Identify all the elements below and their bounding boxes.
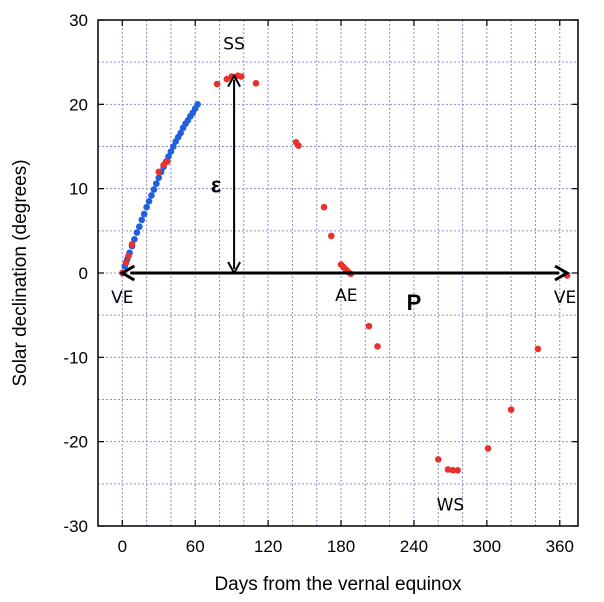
obliquity-arrowhead-top xyxy=(227,73,241,88)
data-point xyxy=(365,322,373,330)
data-point xyxy=(148,192,155,199)
data-point xyxy=(252,79,260,87)
annotation-ve-right: VE xyxy=(554,288,576,308)
tick-labels: 0 60 120 180 240 300 360 -30 -20 -10 0 10 20 30 xyxy=(63,11,574,556)
obliquity-arrowhead-bottom xyxy=(227,261,241,276)
annotation-period: P xyxy=(407,290,422,315)
x-tick-label: 360 xyxy=(546,537,574,556)
data-point xyxy=(238,73,245,80)
data-point xyxy=(138,216,146,224)
y-axis-title: Solar declination (degrees) xyxy=(10,159,31,386)
data-point xyxy=(155,168,163,176)
data-point xyxy=(170,143,177,150)
data-point xyxy=(133,229,141,236)
data-point xyxy=(177,129,184,137)
data-point xyxy=(454,467,461,474)
data-point xyxy=(534,345,542,353)
data-point xyxy=(320,203,328,211)
data-point xyxy=(140,210,148,218)
annotation-ss: SS xyxy=(223,35,245,55)
y-tick-label: 30 xyxy=(69,11,88,30)
data-point xyxy=(150,186,158,193)
data-point xyxy=(328,232,335,240)
y-tick-label: 0 xyxy=(79,264,88,283)
data-point xyxy=(167,148,175,155)
data-point xyxy=(153,180,160,187)
annotation-ae: AE xyxy=(335,286,357,306)
data-point xyxy=(507,406,515,413)
annotation-epsilon: ε xyxy=(211,172,222,197)
x-tick-label: 240 xyxy=(400,537,428,556)
y-tick-label: -20 xyxy=(63,433,88,452)
data-point xyxy=(194,101,201,108)
period-arrowhead-right xyxy=(554,264,571,282)
data-point xyxy=(163,158,171,165)
data-point xyxy=(128,241,136,248)
x-tick-label: 60 xyxy=(186,537,205,556)
data-point xyxy=(444,466,452,473)
x-tick-label: 180 xyxy=(327,537,355,556)
y-tick-label: 10 xyxy=(69,180,88,199)
annotation-ws: WS xyxy=(437,495,465,515)
data-point xyxy=(434,456,442,463)
data-point xyxy=(143,203,150,211)
data-point xyxy=(213,80,221,88)
data-point xyxy=(155,174,163,182)
data-point xyxy=(165,153,172,160)
x-tick-label: 300 xyxy=(473,537,501,556)
data-point xyxy=(295,142,302,149)
data-point xyxy=(131,235,138,243)
data-point xyxy=(125,252,132,260)
data-point xyxy=(449,467,457,474)
series-1 xyxy=(119,72,571,474)
series-layer xyxy=(119,72,571,474)
data-point xyxy=(122,259,130,267)
data-point xyxy=(136,223,143,230)
y-tick-label: -10 xyxy=(63,348,88,367)
x-tick-label: 0 xyxy=(118,537,127,556)
annotation-ve-left: VE xyxy=(111,288,133,308)
y-tick-label: 20 xyxy=(69,95,88,114)
data-point xyxy=(145,198,153,205)
data-point xyxy=(484,445,492,452)
x-axis-title: Days from the vernal equinox xyxy=(214,574,462,595)
data-point xyxy=(223,75,231,83)
data-point xyxy=(374,343,381,350)
x-tick-label: 120 xyxy=(254,537,282,556)
period-arrowhead-left xyxy=(119,264,136,282)
axis-ticks xyxy=(98,19,578,527)
y-tick-label: -30 xyxy=(63,517,88,536)
annotation-arrows xyxy=(119,73,571,282)
